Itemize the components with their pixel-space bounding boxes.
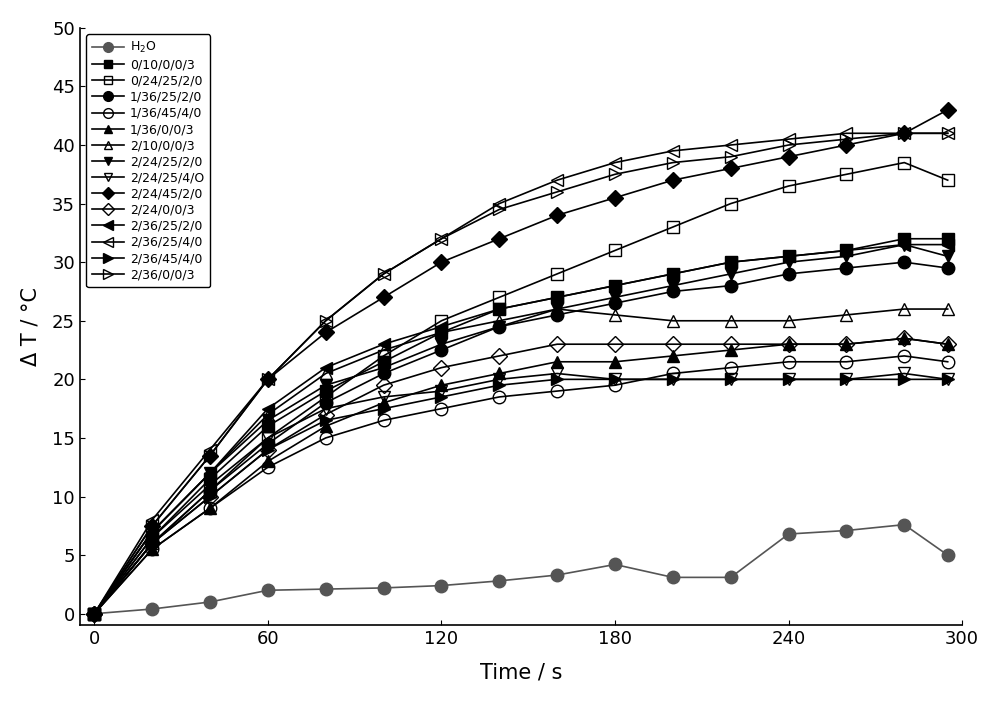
Legend: H$_2$O, 0/10/0/0/3, 0/24/25/2/0, 1/36/25/2/0, 1/36/45/4/0, 1/36/0/0/3, 2/10/0/0/: H$_2$O, 0/10/0/0/3, 0/24/25/2/0, 1/36/25… [86,34,210,288]
X-axis label: Time / s: Time / s [480,662,562,682]
Y-axis label: Δ T / °C: Δ T / °C [21,287,41,366]
